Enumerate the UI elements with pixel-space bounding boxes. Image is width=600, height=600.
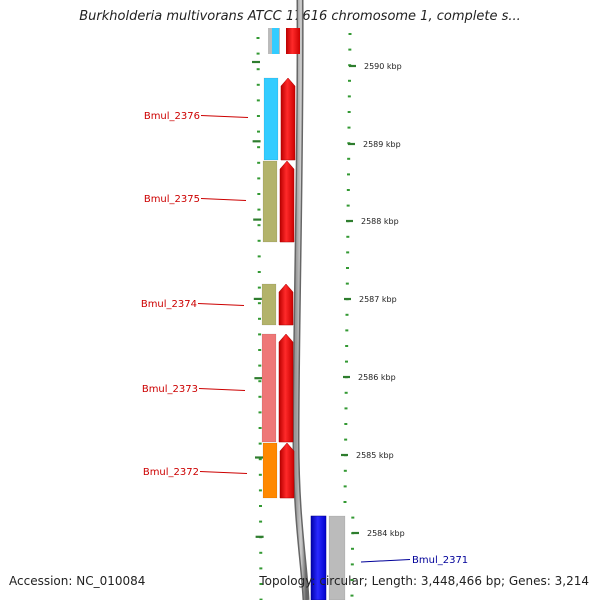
chromosome-backbone: [292, 0, 310, 600]
gene-cog-block: [262, 442, 278, 499]
gene-Bmul_2371[interactable]: [310, 515, 346, 600]
gene-strand-arrow: [279, 442, 295, 499]
gene-cog-block: [263, 77, 279, 161]
gene-cog-block: [328, 515, 346, 600]
gene-Bmul_2374[interactable]: [261, 283, 294, 326]
scale-tick-label: 2586 kbp: [358, 373, 396, 382]
scale-tick-label: 2589 kbp: [363, 140, 401, 149]
gene-strand-arrow: [280, 77, 296, 161]
backbone-inner: [293, 0, 308, 600]
scale-ticks: 2590 kbp 2589 kbp 2588 kbp 2587 kbp 2586 kbp…: [252, 33, 405, 600]
gene-label-leader: [199, 471, 248, 474]
gene-Bmul_2372[interactable]: [262, 442, 295, 499]
gene-label-leader: [200, 115, 249, 118]
gene-Bmul_2375[interactable]: [262, 160, 295, 243]
scale-tick-label: 2590 kbp: [364, 62, 402, 71]
gene-strand-arrow: [310, 515, 327, 600]
gene-labels: Bmul_2376 Bmul_2375 Bmul_2374 Bmul_2373 Bmul…: [141, 111, 468, 566]
scale-tick-label: 2585 kbp: [356, 451, 394, 460]
gene-cog-block: [261, 333, 277, 443]
topology-text: Topology: circular; Length: 3,448,466 bp…: [259, 574, 589, 588]
gene-label[interactable]: Bmul_2376: [144, 111, 200, 122]
gene-Bmul_2376[interactable]: [263, 77, 296, 161]
scale-tick-label: 2588 kbp: [361, 217, 399, 226]
gene-cog-block: [262, 160, 278, 243]
gene-label[interactable]: Bmul_2374: [141, 299, 197, 310]
gene-features[interactable]: [261, 28, 346, 600]
gene-Bmul_2373[interactable]: [261, 333, 294, 443]
accession-text: Accession: NC_010084: [9, 574, 146, 588]
scale-tick-label: 2587 kbp: [359, 295, 397, 304]
gene-label[interactable]: Bmul_2375: [144, 194, 200, 205]
gene-label-leader: [360, 559, 411, 563]
gene-strand-arrow: [278, 283, 294, 326]
scale-tick-label: 2584 kbp: [367, 529, 405, 538]
gene-cog-block: [261, 283, 277, 326]
gene-label-leader: [197, 303, 245, 306]
gene-strand-arrow: [279, 160, 295, 243]
gene-label[interactable]: Bmul_2373: [142, 384, 198, 395]
gene-label-leader: [198, 388, 246, 391]
gene-label-leader: [200, 198, 247, 201]
gene-strand-arrow: [278, 333, 294, 443]
gene-label[interactable]: Bmul_2372: [143, 467, 199, 478]
partial-gene-cog: [272, 28, 279, 54]
gene-label[interactable]: Bmul_2371: [412, 555, 468, 566]
partial-gene-strand: [286, 28, 300, 54]
